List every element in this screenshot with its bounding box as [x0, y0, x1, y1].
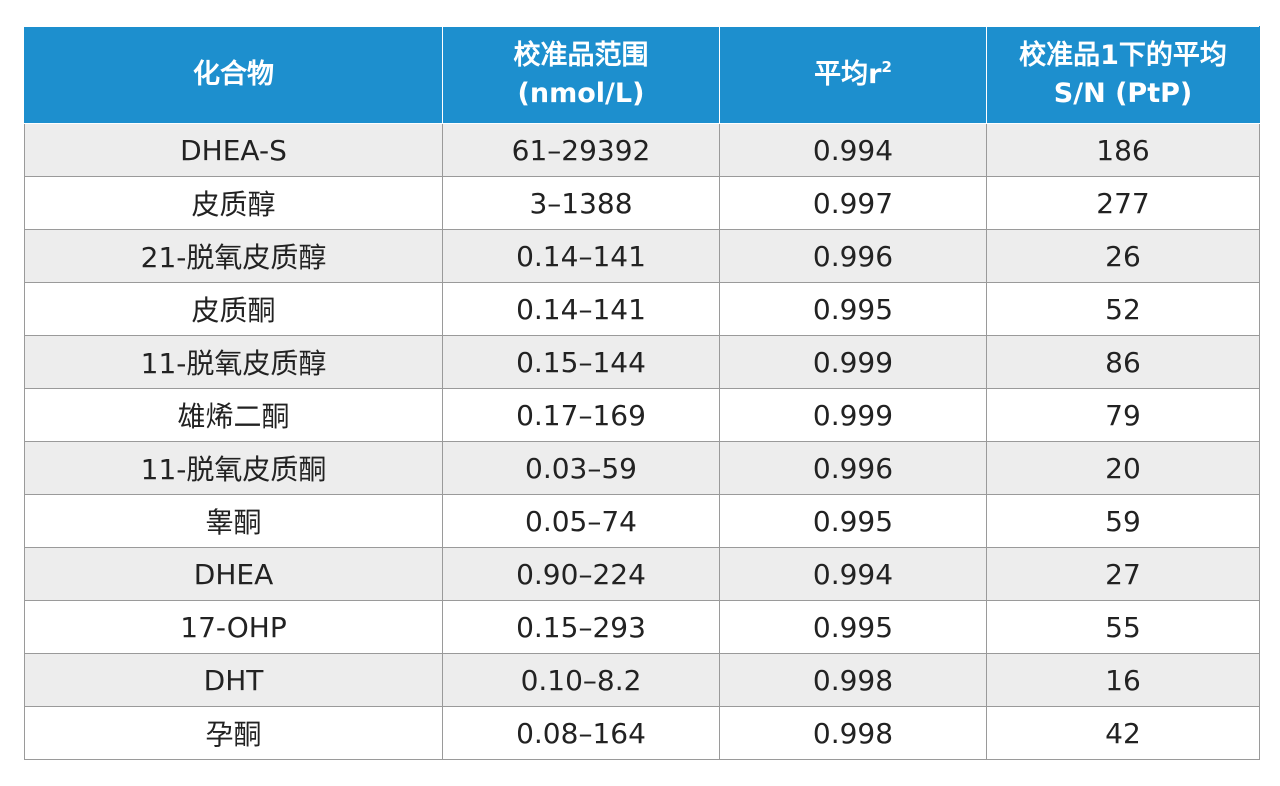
cell-mean-sn: 55 — [986, 600, 1260, 654]
cell-mean-r2: 0.997 — [719, 176, 987, 230]
cell-mean-r2: 0.998 — [719, 706, 987, 760]
header-r2-superscript: 2 — [881, 58, 892, 76]
table-row: DHEA-S 61–29392 0.994 186 — [24, 123, 1260, 177]
header-compound-label: 化合物 — [193, 59, 274, 90]
table-row: 皮质酮 0.14–141 0.995 52 — [24, 282, 1260, 336]
cell-calibrator-range: 3–1388 — [442, 176, 720, 230]
table-row: 11-脱氧皮质醇 0.15–144 0.999 86 — [24, 335, 1260, 389]
cell-mean-r2: 0.995 — [719, 494, 987, 548]
cell-calibrator-range: 0.14–141 — [442, 229, 720, 283]
cell-calibrator-range: 61–29392 — [442, 123, 720, 177]
cell-compound: DHT — [24, 653, 443, 707]
table-row: 11-脱氧皮质酮 0.03–59 0.996 20 — [24, 441, 1260, 495]
header-compound: 化合物 — [24, 26, 443, 124]
header-range-line2: (nmol/L) — [517, 78, 645, 109]
cell-compound: DHEA — [24, 547, 443, 601]
cell-compound: 皮质醇 — [24, 176, 443, 230]
cell-mean-sn: 27 — [986, 547, 1260, 601]
header-calibrator-range: 校准品范围 (nmol/L) — [442, 26, 720, 124]
cell-compound: 11-脱氧皮质酮 — [24, 441, 443, 495]
table-row: 雄烯二酮 0.17–169 0.999 79 — [24, 388, 1260, 442]
cell-mean-r2: 0.994 — [719, 547, 987, 601]
cell-calibrator-range: 0.90–224 — [442, 547, 720, 601]
cell-compound: 皮质酮 — [24, 282, 443, 336]
header-range-line1: 校准品范围 — [513, 40, 649, 71]
table-row: DHT 0.10–8.2 0.998 16 — [24, 653, 1260, 707]
cell-mean-sn: 186 — [986, 123, 1260, 177]
cell-mean-sn: 52 — [986, 282, 1260, 336]
header-r2-label: 平均r — [814, 59, 882, 90]
header-row: 化合物 校准品范围 (nmol/L) 平均r2 校准品1下的平均 S/N (Pt… — [24, 26, 1260, 124]
cell-mean-r2: 0.996 — [719, 229, 987, 283]
table-row: DHEA 0.90–224 0.994 27 — [24, 547, 1260, 601]
cell-calibrator-range: 0.05–74 — [442, 494, 720, 548]
table-row: 17-OHP 0.15–293 0.995 55 — [24, 600, 1260, 654]
header-mean-sn: 校准品1下的平均 S/N (PtP) — [986, 26, 1260, 124]
cell-mean-sn: 79 — [986, 388, 1260, 442]
cell-calibrator-range: 0.14–141 — [442, 282, 720, 336]
cell-compound: 21-脱氧皮质醇 — [24, 229, 443, 283]
cell-mean-sn: 59 — [986, 494, 1260, 548]
cell-mean-sn: 20 — [986, 441, 1260, 495]
cell-mean-r2: 0.999 — [719, 335, 987, 389]
cell-calibrator-range: 0.15–144 — [442, 335, 720, 389]
calibration-table: 化合物 校准品范围 (nmol/L) 平均r2 校准品1下的平均 S/N (Pt… — [24, 26, 1260, 760]
cell-mean-r2: 0.998 — [719, 653, 987, 707]
cell-mean-r2: 0.999 — [719, 388, 987, 442]
table-row: 孕酮 0.08–164 0.998 42 — [24, 706, 1260, 760]
data-table-container: 化合物 校准品范围 (nmol/L) 平均r2 校准品1下的平均 S/N (Pt… — [24, 26, 1260, 760]
cell-mean-r2: 0.994 — [719, 123, 987, 177]
header-mean-r2: 平均r2 — [719, 26, 987, 124]
header-sn-line2: S/N (PtP) — [1053, 78, 1193, 109]
cell-mean-r2: 0.996 — [719, 441, 987, 495]
table-row: 皮质醇 3–1388 0.997 277 — [24, 176, 1260, 230]
cell-mean-sn: 42 — [986, 706, 1260, 760]
cell-mean-r2: 0.995 — [719, 282, 987, 336]
cell-compound: 11-脱氧皮质醇 — [24, 335, 443, 389]
cell-calibrator-range: 0.03–59 — [442, 441, 720, 495]
cell-mean-r2: 0.995 — [719, 600, 987, 654]
cell-calibrator-range: 0.08–164 — [442, 706, 720, 760]
table-body: DHEA-S 61–29392 0.994 186 皮质醇 3–1388 0.997 277 2… — [24, 123, 1260, 760]
table-row: 21-脱氧皮质醇 0.14–141 0.996 26 — [24, 229, 1260, 283]
cell-calibrator-range: 0.15–293 — [442, 600, 720, 654]
cell-mean-sn: 26 — [986, 229, 1260, 283]
table-header: 化合物 校准品范围 (nmol/L) 平均r2 校准品1下的平均 S/N (Pt… — [24, 26, 1260, 124]
cell-calibrator-range: 0.10–8.2 — [442, 653, 720, 707]
cell-mean-sn: 16 — [986, 653, 1260, 707]
table-row: 睾酮 0.05–74 0.995 59 — [24, 494, 1260, 548]
header-sn-line1: 校准品1下的平均 — [1019, 40, 1227, 71]
cell-compound: 17-OHP — [24, 600, 443, 654]
cell-compound: 雄烯二酮 — [24, 388, 443, 442]
cell-mean-sn: 277 — [986, 176, 1260, 230]
cell-compound: DHEA-S — [24, 123, 443, 177]
cell-compound: 孕酮 — [24, 706, 443, 760]
cell-compound: 睾酮 — [24, 494, 443, 548]
cell-calibrator-range: 0.17–169 — [442, 388, 720, 442]
cell-mean-sn: 86 — [986, 335, 1260, 389]
